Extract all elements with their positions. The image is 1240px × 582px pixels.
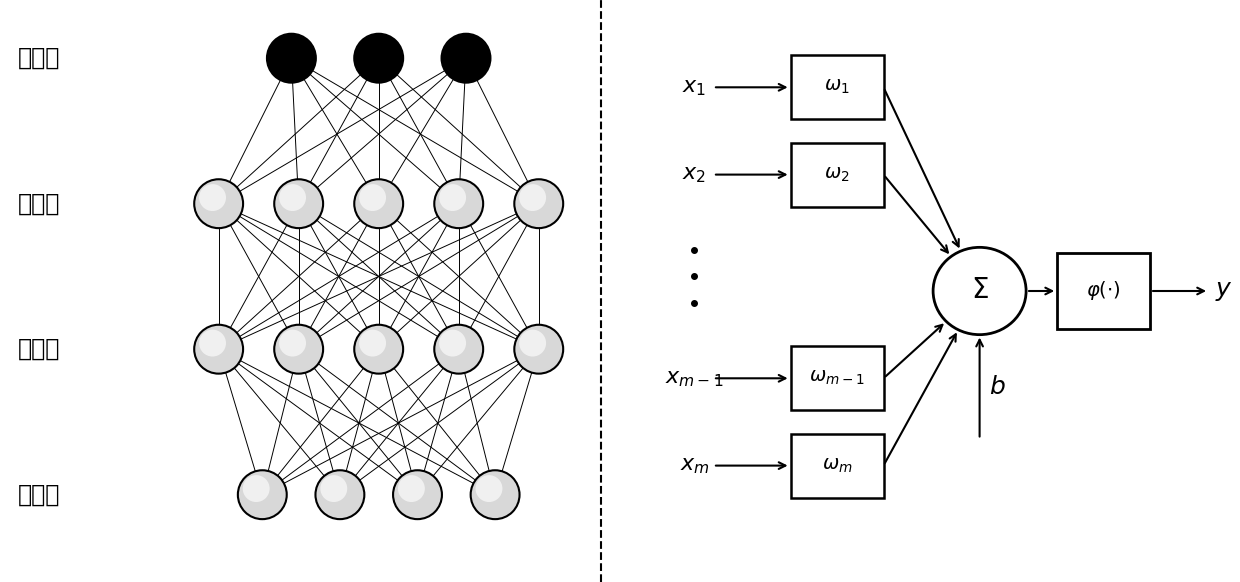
Circle shape <box>355 179 403 228</box>
Circle shape <box>515 179 563 228</box>
Circle shape <box>520 329 546 357</box>
Circle shape <box>267 34 316 83</box>
Circle shape <box>200 329 226 357</box>
Text: $\omega_2$: $\omega_2$ <box>825 165 849 184</box>
Circle shape <box>315 470 365 519</box>
Circle shape <box>439 184 466 211</box>
Circle shape <box>360 329 386 357</box>
FancyBboxPatch shape <box>791 143 883 207</box>
Text: $x_1$: $x_1$ <box>682 77 707 98</box>
Circle shape <box>243 475 269 502</box>
Circle shape <box>393 470 441 519</box>
Circle shape <box>439 329 466 357</box>
FancyBboxPatch shape <box>791 55 883 119</box>
Text: $x_{m-1}$: $x_{m-1}$ <box>665 368 724 389</box>
Circle shape <box>932 247 1025 335</box>
Circle shape <box>515 325 563 374</box>
Circle shape <box>441 34 491 83</box>
FancyBboxPatch shape <box>791 434 883 498</box>
Text: $\omega_{m-1}$: $\omega_{m-1}$ <box>810 369 864 388</box>
Circle shape <box>200 184 226 211</box>
Circle shape <box>398 475 425 502</box>
Circle shape <box>279 184 306 211</box>
FancyBboxPatch shape <box>791 346 883 410</box>
Circle shape <box>320 475 347 502</box>
Text: $\omega_1$: $\omega_1$ <box>825 78 849 97</box>
Circle shape <box>195 179 243 228</box>
Text: $x_m$: $x_m$ <box>680 455 709 476</box>
Circle shape <box>476 475 502 502</box>
Text: 输出层: 输出层 <box>17 46 61 70</box>
Text: $y$: $y$ <box>1215 279 1233 303</box>
Text: 隐藏层: 隐藏层 <box>17 337 61 361</box>
FancyBboxPatch shape <box>1056 253 1149 329</box>
Text: 输入层: 输入层 <box>17 482 61 507</box>
Circle shape <box>195 325 243 374</box>
Circle shape <box>238 470 286 519</box>
Circle shape <box>520 184 546 211</box>
Circle shape <box>279 329 306 357</box>
Text: $b$: $b$ <box>990 375 1006 399</box>
Circle shape <box>360 184 386 211</box>
Circle shape <box>274 179 324 228</box>
Text: $\omega_m$: $\omega_m$ <box>822 456 852 475</box>
Text: $x_2$: $x_2$ <box>682 164 707 185</box>
Text: 隐藏层: 隐藏层 <box>17 191 61 216</box>
Circle shape <box>355 34 403 83</box>
Text: $\varphi(\cdot)$: $\varphi(\cdot)$ <box>1086 279 1121 303</box>
Circle shape <box>434 325 484 374</box>
Circle shape <box>355 325 403 374</box>
Circle shape <box>274 325 324 374</box>
Circle shape <box>471 470 520 519</box>
Text: $\Sigma$: $\Sigma$ <box>971 278 988 304</box>
Circle shape <box>434 179 484 228</box>
